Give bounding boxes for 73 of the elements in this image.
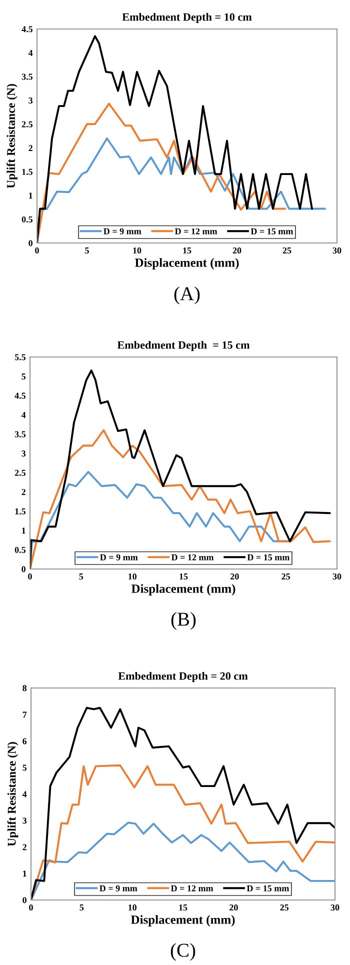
text: (B) <box>171 612 196 630</box>
x-tick-label: 10 <box>133 247 142 254</box>
text: (C) <box>170 943 196 961</box>
x-axis-title: Displacement (mm) <box>131 584 236 596</box>
y-tick-label: 4 <box>28 50 33 56</box>
y-tick-label: 3 <box>28 97 33 104</box>
y-axis-title: Uplift Resistance (N) <box>6 84 18 188</box>
y-tick-label: 1.5 <box>15 508 26 514</box>
text: (A) <box>174 286 200 304</box>
legend-label: D = 9 mm <box>100 885 138 892</box>
x-tick-label: 25 <box>282 573 290 580</box>
x-tick-label: 10 <box>128 904 137 911</box>
line-series <box>37 35 313 243</box>
y-tick-label: 8 <box>22 685 27 692</box>
y-tick-label: 5 <box>22 373 26 380</box>
x-tick-label: 5 <box>80 904 84 911</box>
y-tick-label: 4 <box>21 412 26 418</box>
chart-title: Embedment Depth = 20 cm <box>118 672 248 682</box>
x-tick-label: 15 <box>179 904 188 911</box>
x-tick-label: 30 <box>332 573 342 580</box>
y-tick-label: 2 <box>22 844 26 850</box>
legend-label: D = 12 mm <box>174 228 218 234</box>
legend-label: D = 9 mm <box>100 554 138 560</box>
y-tick-label: 2.5 <box>14 470 26 476</box>
y-tick-label: 7 <box>22 712 27 718</box>
x-tick-label: 10 <box>128 573 137 580</box>
y-tick-label: 0.5 <box>14 546 26 553</box>
line-series <box>30 370 331 569</box>
legend-label: D = 15 mm <box>250 228 294 234</box>
x-tick-label: 20 <box>232 247 242 254</box>
x-tick-label: 5 <box>79 574 84 580</box>
y-tick-label: 2 <box>28 145 32 152</box>
y-tick-label: 1 <box>22 528 26 534</box>
y-tick-label: 5.5 <box>14 354 26 360</box>
y-tick-label: 3 <box>22 450 26 457</box>
y-tick-label: 0 <box>22 566 26 572</box>
y-tick-label: 2 <box>22 489 26 496</box>
legend-label: D = 12 mm <box>170 885 214 892</box>
y-tick-label: 3.5 <box>14 431 26 438</box>
x-tick-label: 0 <box>35 247 39 254</box>
y-tick-label: 6 <box>22 738 27 744</box>
x-tick-label: 20 <box>230 573 239 580</box>
y-tick-label: 4.5 <box>22 26 33 32</box>
x-axis-title: Displacement (mm) <box>130 915 235 926</box>
y-tick-label: 0 <box>28 240 32 246</box>
y-tick-label: 0 <box>22 897 26 904</box>
x-tick-label: 30 <box>332 247 342 254</box>
line-series <box>30 429 331 569</box>
x-tick-label: 15 <box>183 247 192 254</box>
x-tick-label: 30 <box>330 904 340 911</box>
y-tick-label: 3 <box>22 818 27 824</box>
legend-label: D = 15 mm <box>246 885 290 892</box>
x-tick-label: 15 <box>180 573 188 580</box>
y-tick-label: 2.5 <box>22 121 33 128</box>
x-tick-label: 25 <box>280 904 289 911</box>
legend-label: D = 12 mm <box>171 554 214 560</box>
chart-title: Embedment Depth = 15 cm <box>117 340 250 352</box>
y-tick-label: 5 <box>22 764 27 771</box>
y-tick-label: 1 <box>23 870 26 877</box>
y-tick-label: 0.5 <box>22 216 33 222</box>
y-tick-label: 4.5 <box>14 392 26 399</box>
y-tick-label: 4 <box>22 791 27 798</box>
x-tick-label: 20 <box>230 904 238 911</box>
chart-title: Embedment Depth = 10 cm <box>122 12 252 24</box>
y-tick-label: 3.5 <box>22 74 33 80</box>
y-tick-label: 1.5 <box>22 168 33 175</box>
x-tick-label: 25 <box>282 247 292 254</box>
y-tick-label: 1 <box>29 192 32 199</box>
legend-label: D = 15 mm <box>247 554 290 560</box>
x-tick-label: 5 <box>85 248 89 254</box>
x-axis-title: Displacement (mm) <box>134 258 239 270</box>
legend-label: D = 9 mm <box>104 228 142 234</box>
y-axis-title: Uplift Resistance (N) <box>7 742 18 846</box>
